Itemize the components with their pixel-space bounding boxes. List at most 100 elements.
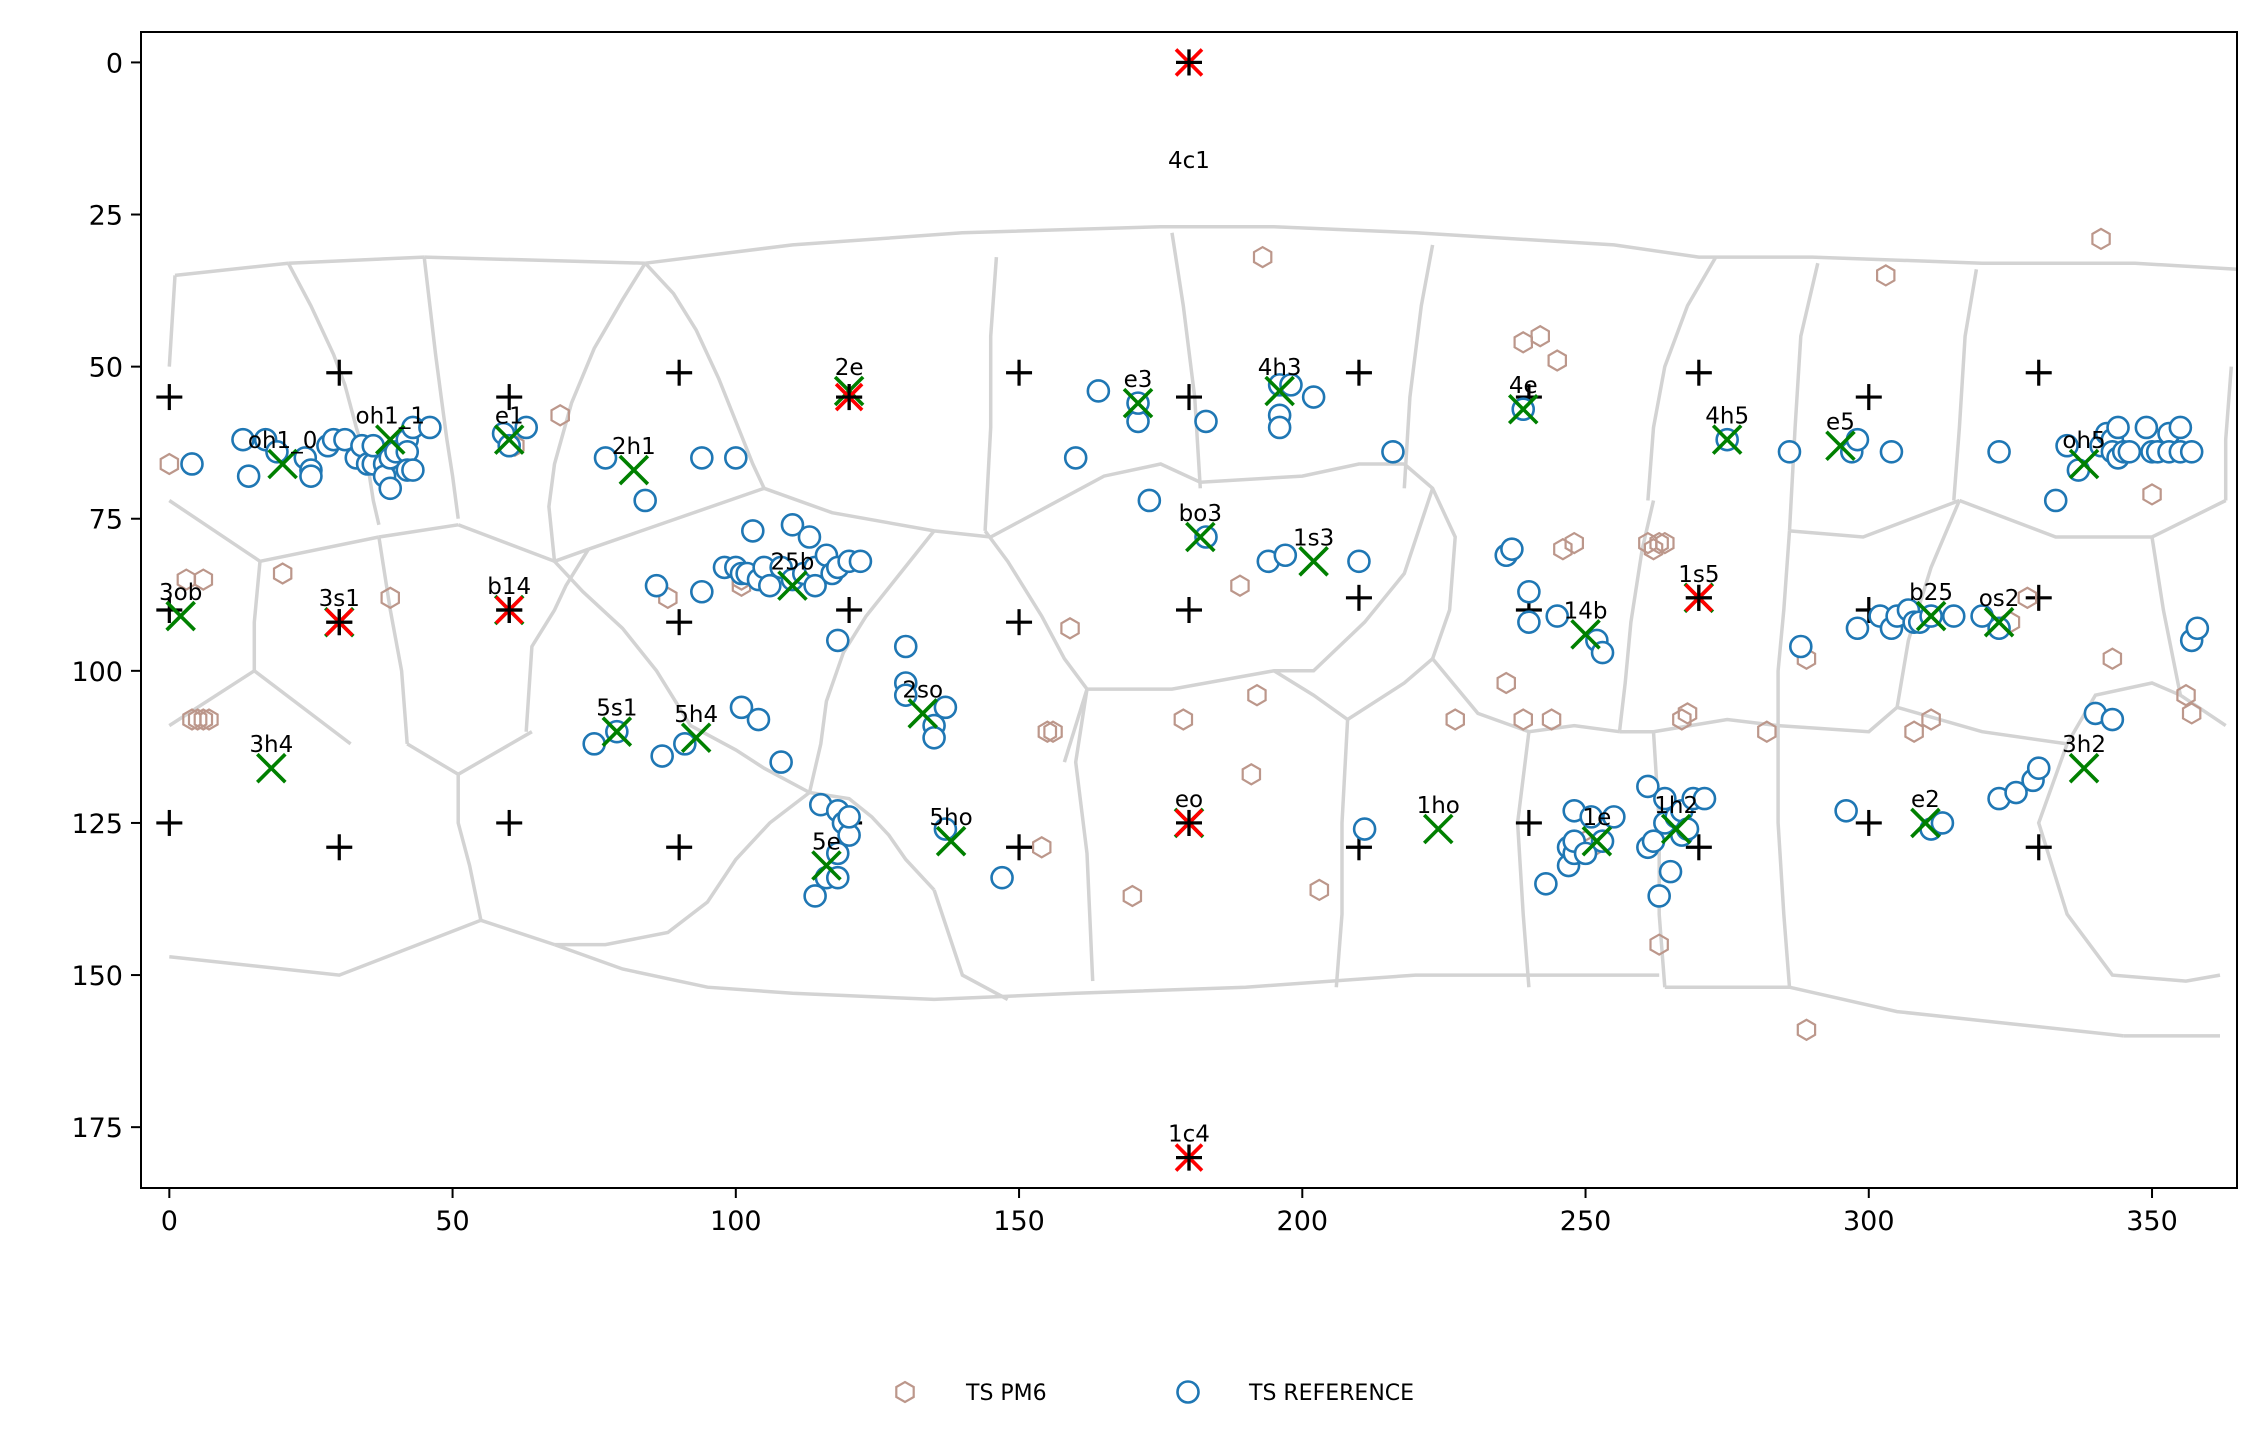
boundary-edge [1777, 705, 1899, 734]
ts-reference-point [299, 464, 323, 488]
special-point [1684, 583, 1714, 613]
minimum-label: b25 [1909, 580, 1953, 606]
grid-point [1345, 359, 1372, 386]
ts-reference-point [1352, 817, 1377, 841]
ts-reference-point [1301, 385, 1326, 409]
ts-reference-point [1987, 616, 2011, 641]
ts-pm6-point [1530, 324, 1551, 348]
ts-reference-point [378, 476, 403, 501]
minimum-label: 1c4 [1168, 1122, 1210, 1148]
ts-reference-point [1517, 579, 1541, 604]
legend-entry: TS REFERENCE [1176, 1380, 1414, 1406]
ts-reference-point [593, 446, 618, 470]
minimum-label: b14 [487, 574, 531, 600]
ts-pm6-point [1547, 349, 1568, 372]
ts-pm6-point [2142, 483, 2162, 506]
ts-reference-point [893, 634, 918, 659]
boundary-edge [377, 536, 409, 745]
ts-reference-point [2004, 780, 2028, 805]
boundary-edge [763, 486, 991, 539]
special-point [834, 382, 864, 412]
boundary-edge [1431, 657, 1620, 734]
y-axis-ticks: 0 25 50 75 100 125 150 175 [71, 48, 141, 1144]
special-point [1174, 1143, 1204, 1172]
boundary-edge [1402, 244, 1435, 489]
ts-reference-point [1590, 829, 1615, 854]
boundary-edge [1170, 232, 1203, 489]
minima-labels: 4c1 2e e3 4h3 4e 4h5 e5 oh5 oh1_0 oh1_1 e1 2h1 bo3 1s… [159, 148, 2106, 1147]
ts-reference-point [1834, 798, 1858, 823]
ts-pm6-point [193, 568, 214, 591]
grid-point [326, 834, 353, 861]
grid-point [2025, 834, 2052, 861]
boundary-edge [1273, 657, 1434, 722]
minimum-label: e1 [495, 404, 524, 430]
minimum-label: 5s1 [596, 696, 637, 722]
minimum-marker [1915, 600, 1947, 632]
ts-pm6-point [193, 708, 214, 731]
ts-pm6-point [1037, 720, 1058, 743]
ts-reference-point [780, 513, 805, 537]
minimum-label: 3h2 [2062, 732, 2106, 758]
ts-pm6-point [1230, 574, 1250, 597]
boundary-edge [1515, 731, 1531, 988]
minimum-marker [935, 825, 967, 857]
grid-point [2025, 359, 2052, 386]
minimum-marker [1983, 606, 2015, 638]
ts-pm6-point [2102, 647, 2123, 670]
minimum-label: oh5 [2062, 428, 2105, 454]
grid-point [1685, 359, 1712, 386]
minimum-label: eo [1175, 787, 1203, 813]
ts-reference-point [1086, 379, 1111, 403]
minimum-label: os2 [1979, 586, 2020, 612]
minimum-marker [1298, 546, 1329, 577]
boundary-edge [169, 918, 482, 977]
ts-reference-point [1647, 884, 1671, 908]
boundary-edge [1334, 719, 1350, 988]
minimum-marker [1660, 813, 1692, 845]
special-points [324, 48, 1714, 1172]
ts-reference-point [922, 725, 946, 750]
boundary-edge [288, 255, 425, 265]
ts-pm6-point [1445, 708, 1466, 731]
ts-pm6-point [187, 708, 208, 731]
grid-point [666, 834, 693, 861]
ts-reference-point [1636, 774, 1660, 799]
boundary-edge [2223, 366, 2234, 501]
minimum-label: oh1_1 [356, 404, 425, 430]
ts-reference-point [690, 579, 714, 604]
boundary-edge [1787, 262, 1820, 531]
boundary-edge [1073, 688, 1095, 982]
minimum-label: 1ho [1417, 793, 1460, 819]
grid-point [1515, 809, 1542, 836]
boundary-edge [1958, 498, 2227, 539]
ts-reference-point [797, 525, 822, 549]
boundary-edge [1789, 498, 1961, 539]
ts-pm6-point [1904, 720, 1924, 743]
grid-point [1345, 584, 1372, 611]
minimum-marker [680, 722, 712, 754]
x-tick-label: 300 [1843, 1206, 1895, 1237]
ts-pm6-point [199, 708, 219, 731]
y-tick-label: 50 [89, 353, 123, 384]
grid-points [156, 49, 2052, 1171]
ts-reference-point [2168, 415, 2193, 440]
ts-reference-point [729, 695, 754, 720]
ts-reference-point [1545, 604, 1570, 628]
minimum-label: 3h4 [249, 732, 293, 758]
ts-reference-point [1987, 440, 2011, 464]
ts-reference-point [2043, 488, 2068, 513]
ts-reference-point [2117, 440, 2142, 464]
grid-point [1006, 834, 1033, 861]
boundary-edge [553, 547, 590, 563]
boundary-edge [807, 529, 936, 793]
boundary-edge [406, 742, 460, 776]
grid-point [156, 597, 183, 623]
ts-reference-point [1675, 817, 1700, 841]
x-tick-label: 200 [1277, 1206, 1329, 1237]
ts-pm6-point [1513, 331, 1534, 354]
boundary-edge [253, 669, 352, 746]
ts-reference-point [401, 458, 425, 482]
boundary-edge [644, 224, 2238, 272]
minimum-marker [493, 424, 525, 455]
